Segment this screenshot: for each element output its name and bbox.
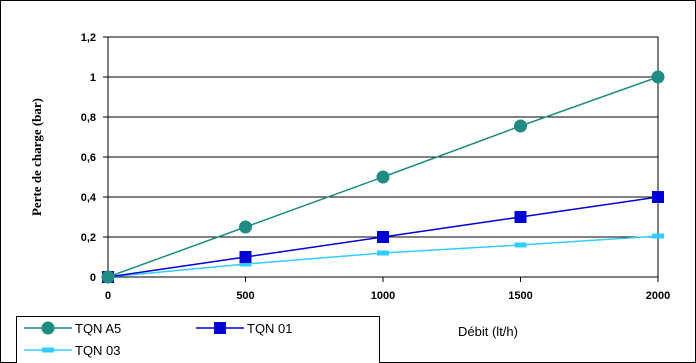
x-tick-label: 1500: [508, 290, 532, 302]
legend-marker: [41, 321, 55, 335]
legend-box: [16, 316, 380, 363]
y-tick-label: 1: [90, 72, 96, 84]
data-point: [514, 242, 527, 248]
legend-label: TQN 03: [75, 343, 121, 358]
x-axis-label: Débit (lt/h): [458, 324, 518, 339]
y-tick-label: 0,6: [81, 152, 96, 164]
data-point: [101, 270, 115, 284]
legend-label: TQN A5: [75, 321, 121, 336]
y-axis-ticks: 0 0,2 0,4 0,6 0,8 1 1,2: [81, 32, 108, 284]
series-layer: [101, 70, 665, 284]
x-tick-label: 1000: [371, 290, 395, 302]
legend-label: TQN 01: [247, 321, 293, 336]
legend: TQN A5 TQN 01 TQN 03: [16, 316, 380, 363]
legend-item: TQN 01: [196, 321, 293, 336]
data-point: [239, 220, 252, 234]
legend-marker: [214, 322, 226, 334]
data-point: [377, 250, 389, 256]
y-tick-label: 1,2: [81, 32, 96, 44]
data-point: [377, 231, 389, 243]
x-tick-label: 500: [236, 290, 254, 302]
data-point: [376, 170, 390, 184]
series-1: [101, 70, 665, 284]
legend-marker: [42, 347, 54, 353]
y-tick-label: 0,2: [81, 232, 96, 244]
data-point: [652, 191, 664, 203]
y-tick-label: 0,8: [81, 112, 96, 124]
data-point: [239, 251, 252, 263]
data-point: [514, 119, 527, 133]
y-axis-label: Perte de charge (bar): [29, 98, 44, 216]
x-tick-label: 2000: [646, 290, 670, 302]
y-tick-label: 0,4: [81, 192, 97, 204]
data-point: [514, 211, 527, 223]
x-axis-ticks: 0 500 1000 1500 2000: [105, 277, 670, 302]
x-tick-label: 0: [105, 290, 111, 302]
y-tick-label: 0: [90, 272, 96, 284]
legend-item: TQN A5: [24, 321, 121, 336]
data-point: [239, 261, 252, 267]
legend-item: TQN 03: [24, 343, 121, 358]
data-point: [652, 233, 664, 239]
data-point: [651, 70, 665, 84]
